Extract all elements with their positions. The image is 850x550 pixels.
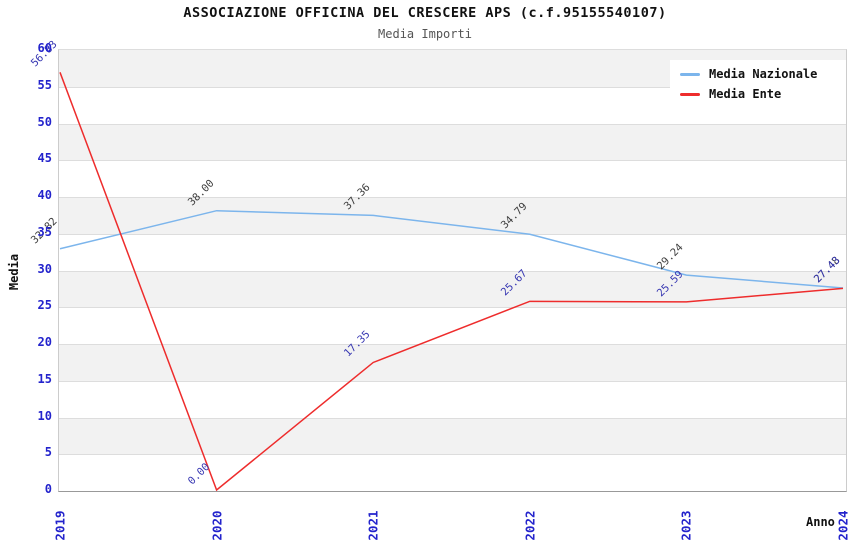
y-tick-label: 5 — [44, 445, 52, 460]
y-gridline — [59, 123, 846, 125]
plot-band — [59, 160, 846, 197]
y-gridline — [59, 380, 846, 382]
plot-band — [59, 270, 846, 308]
x-tick-label: 2022 — [522, 510, 538, 541]
plot-area — [58, 49, 847, 492]
legend-label: Media Nazionale — [709, 67, 818, 81]
plot-band — [59, 123, 846, 161]
y-tick-label: 50 — [37, 114, 52, 129]
y-gridline — [59, 160, 846, 162]
y-axis-title: Media — [7, 253, 21, 291]
chart-title: ASSOCIAZIONE OFFICINA DEL CRESCERE APS (… — [183, 5, 667, 21]
y-tick-label: 20 — [37, 335, 52, 349]
y-tick-label: 30 — [37, 261, 52, 276]
y-tick-label: 60 — [37, 41, 52, 55]
y-gridline — [59, 270, 846, 272]
legend-label: Media Ente — [709, 87, 782, 101]
y-gridline — [59, 307, 846, 309]
legend-swatch — [680, 92, 700, 96]
plot-band — [59, 417, 846, 455]
y-gridline — [59, 417, 846, 419]
plot-band — [59, 307, 846, 344]
plot-band — [59, 233, 846, 271]
plot-band — [59, 454, 846, 491]
legend: Media Nazionale Media Ente — [670, 60, 846, 104]
y-tick-label: 40 — [37, 188, 52, 202]
plot-band — [59, 197, 846, 234]
x-tick-label: 2020 — [209, 510, 225, 541]
x-tick-label: 2023 — [678, 510, 694, 541]
y-tick-label: 25 — [37, 298, 52, 313]
plot-band — [59, 344, 846, 381]
y-tick-label: 10 — [37, 408, 52, 423]
legend-item: Media Ente — [680, 84, 846, 104]
y-gridline — [59, 344, 846, 345]
x-tick-label: 2019 — [52, 510, 68, 541]
x-tick-label: 2021 — [365, 510, 381, 541]
y-tick-label: 15 — [37, 371, 52, 386]
x-tick-label: 2024 — [835, 510, 850, 541]
y-tick-label: 35 — [37, 224, 52, 239]
chart-subtitle: Media Importi — [378, 27, 472, 41]
y-tick-label: 55 — [37, 77, 52, 92]
y-gridline — [59, 233, 846, 235]
y-tick-label: 45 — [37, 151, 52, 166]
y-gridline — [59, 454, 846, 456]
legend-item: Media Nazionale — [680, 64, 846, 84]
y-gridline — [59, 197, 846, 198]
x-axis-title: Anno — [806, 515, 835, 529]
y-tick-label: 0 — [44, 482, 52, 496]
legend-swatch — [680, 72, 700, 76]
plot-band — [59, 380, 846, 418]
